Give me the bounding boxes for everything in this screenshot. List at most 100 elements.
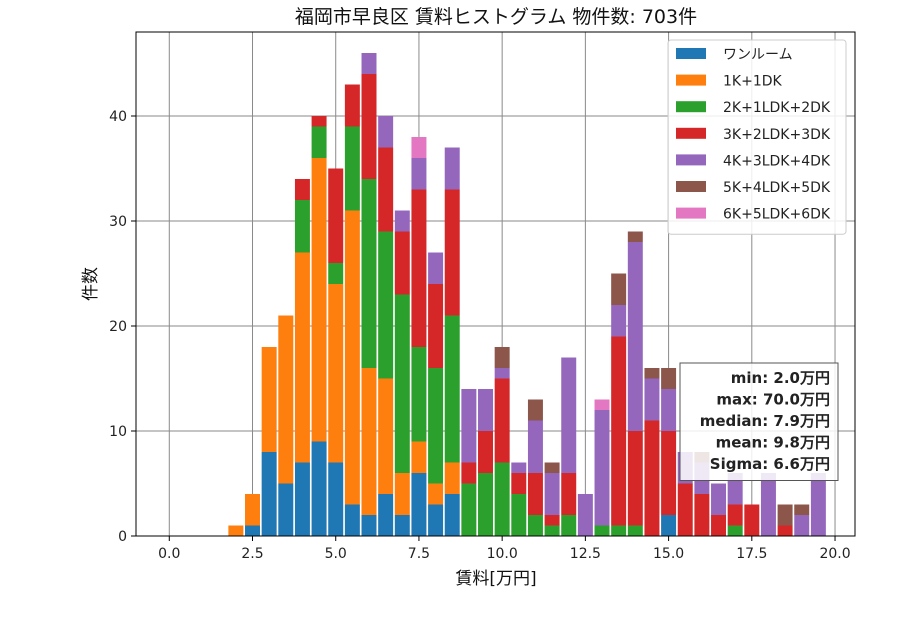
bar-segment bbox=[394, 515, 410, 536]
bar-segment bbox=[511, 473, 527, 494]
bar-segment bbox=[461, 389, 477, 463]
bar-segment bbox=[627, 231, 643, 242]
y-tick-label: 40 bbox=[109, 109, 127, 125]
bar-segment bbox=[361, 74, 377, 179]
stats-line: Sigma: 6.6万円 bbox=[710, 455, 830, 473]
legend-label: 2K+1LDK+2DK bbox=[723, 100, 831, 116]
bar-segment bbox=[561, 357, 577, 473]
bar-segment bbox=[228, 525, 244, 536]
bar-segment bbox=[444, 189, 460, 316]
bar-segment bbox=[461, 483, 477, 536]
bar-segment bbox=[411, 441, 427, 473]
bar-segment bbox=[594, 525, 610, 536]
bar-segment bbox=[444, 494, 460, 536]
bar-segment bbox=[328, 462, 344, 536]
legend-label: 6K+5LDK+6DK bbox=[723, 207, 831, 223]
bar-segment bbox=[294, 462, 310, 536]
bar-segment bbox=[311, 126, 327, 158]
legend-swatch bbox=[676, 207, 706, 219]
bar-segment bbox=[294, 200, 310, 253]
y-axis-label: 件数 bbox=[81, 267, 101, 301]
bar-segment bbox=[494, 378, 510, 463]
bar-segment bbox=[611, 336, 627, 526]
bar-segment bbox=[644, 378, 660, 421]
bar-segment bbox=[361, 368, 377, 515]
bar-segment bbox=[544, 473, 560, 515]
bar-segment bbox=[394, 473, 410, 515]
bar-segment bbox=[411, 137, 427, 158]
bar-segment bbox=[478, 473, 494, 536]
bar-segment bbox=[777, 504, 793, 526]
bar-segment bbox=[478, 389, 494, 431]
x-tick-label: 17.5 bbox=[736, 546, 767, 562]
x-tick-label: 2.5 bbox=[241, 546, 263, 562]
legend-frame bbox=[667, 39, 847, 235]
bar-segment bbox=[661, 368, 677, 389]
legend-swatch bbox=[676, 74, 706, 86]
bar-segment bbox=[661, 515, 677, 536]
legend-swatch bbox=[676, 48, 706, 59]
bar-segment bbox=[378, 116, 394, 148]
bar-segment bbox=[494, 368, 510, 379]
bar-segment bbox=[394, 231, 410, 295]
x-tick-label: 15.0 bbox=[653, 546, 684, 562]
bar-segment bbox=[594, 410, 610, 526]
bar-segment bbox=[544, 462, 560, 473]
x-axis-ticks: 0.0 2.5 5.0 7.5 10.0 12.5 15.0 17.5 20.0 bbox=[158, 536, 851, 562]
bar-segment bbox=[661, 389, 677, 431]
x-tick-label: 10.0 bbox=[487, 546, 518, 562]
bar-segment bbox=[311, 441, 327, 536]
bar-segment bbox=[328, 168, 344, 263]
plot-frame bbox=[135, 31, 856, 537]
bar-segment bbox=[561, 515, 577, 536]
bar-segment bbox=[344, 504, 360, 536]
bar-segment bbox=[627, 242, 643, 431]
histogram-bars bbox=[228, 53, 826, 536]
bar-segment bbox=[711, 483, 727, 515]
bar-segment bbox=[461, 462, 477, 484]
bar-segment bbox=[527, 420, 543, 473]
stats-line: max: 70.0万円 bbox=[716, 391, 830, 409]
legend-swatch bbox=[676, 127, 706, 139]
bar-segment bbox=[245, 494, 260, 526]
bar-segment bbox=[527, 473, 543, 515]
bar-segment bbox=[794, 515, 810, 536]
bar-segment bbox=[278, 315, 294, 484]
bar-segment bbox=[361, 515, 377, 536]
bar-segment bbox=[511, 494, 527, 536]
legend-label: 5K+4LDK+5DK bbox=[723, 180, 831, 196]
bar-segment bbox=[444, 315, 460, 463]
bar-segment bbox=[561, 473, 577, 515]
x-axis-label: 賃料[万円] bbox=[455, 569, 536, 589]
stats-frame bbox=[679, 362, 839, 481]
bar-segment bbox=[677, 483, 693, 536]
bar-segment bbox=[428, 368, 444, 484]
bar-segment bbox=[661, 431, 677, 515]
bar-segment bbox=[411, 158, 427, 190]
bar-segment bbox=[278, 483, 294, 536]
bar-segment bbox=[627, 525, 643, 536]
bar-segment bbox=[378, 231, 394, 379]
bar-segment bbox=[361, 179, 377, 368]
bar-segment bbox=[361, 53, 377, 74]
bar-segment bbox=[611, 273, 627, 305]
bar-segment bbox=[627, 431, 643, 526]
legend: ワンルーム 1K+1DK 2K+1LDK+2DK 3K+2LDK+3DK 4K+3LDK… bbox=[667, 39, 847, 235]
bar-segment bbox=[810, 473, 826, 536]
bar-segment bbox=[344, 126, 360, 211]
bar-segment bbox=[394, 294, 410, 473]
bar-segment bbox=[311, 158, 327, 442]
bar-segment bbox=[378, 147, 394, 232]
bar-segment bbox=[261, 452, 277, 536]
bar-segment bbox=[644, 368, 660, 379]
bar-segment bbox=[411, 189, 427, 347]
x-tick-label: 0.0 bbox=[158, 546, 180, 562]
legend-swatch bbox=[676, 181, 706, 192]
bar-segment bbox=[261, 347, 277, 452]
bar-segment bbox=[344, 84, 360, 127]
bar-segment bbox=[744, 504, 760, 536]
bar-segment bbox=[444, 462, 460, 494]
bar-segment bbox=[294, 179, 310, 200]
bar-segment bbox=[411, 347, 427, 442]
bar-segment bbox=[794, 504, 810, 515]
